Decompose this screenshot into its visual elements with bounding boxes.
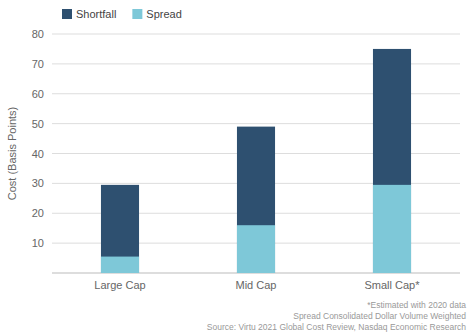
- y-tick-label: 10: [32, 237, 44, 249]
- bars: [101, 49, 411, 273]
- bar: [373, 49, 411, 273]
- y-tick-label: 30: [32, 177, 44, 189]
- y-tick-label: 50: [32, 118, 44, 130]
- y-axis-label: Cost (Basis Points): [6, 107, 18, 201]
- footnote: *Estimated with 2020 data: [367, 300, 466, 310]
- legend: Shortfall Spread: [62, 8, 182, 20]
- legend-label: Shortfall: [76, 8, 116, 20]
- footnote: Source: Virtu 2021 Global Cost Review, N…: [207, 322, 466, 332]
- footnote: Spread Consolidated Dollar Volume Weight…: [293, 311, 466, 321]
- y-tick-label: 60: [32, 88, 44, 100]
- y-tick-label: 80: [32, 28, 44, 40]
- x-tick-label: Small Cap*: [364, 279, 420, 291]
- y-tick-label: 20: [32, 207, 44, 219]
- bar: [101, 185, 139, 273]
- chart: 10 20 30 40 50 60 70 80 Cost (Basis Points) Large…: [0, 0, 472, 336]
- x-tick-label: Large Cap: [94, 279, 145, 291]
- y-tick-label: 40: [32, 148, 44, 160]
- grid-line: [52, 34, 460, 35]
- bar: [101, 257, 139, 273]
- x-tick-label: Mid Cap: [236, 279, 277, 291]
- bar: [237, 127, 275, 273]
- legend-swatch: [62, 9, 72, 19]
- bar: [373, 185, 411, 273]
- bar: [237, 225, 275, 273]
- legend-swatch: [132, 9, 142, 19]
- y-tick-label: 70: [32, 58, 44, 70]
- legend-label: Spread: [146, 8, 181, 20]
